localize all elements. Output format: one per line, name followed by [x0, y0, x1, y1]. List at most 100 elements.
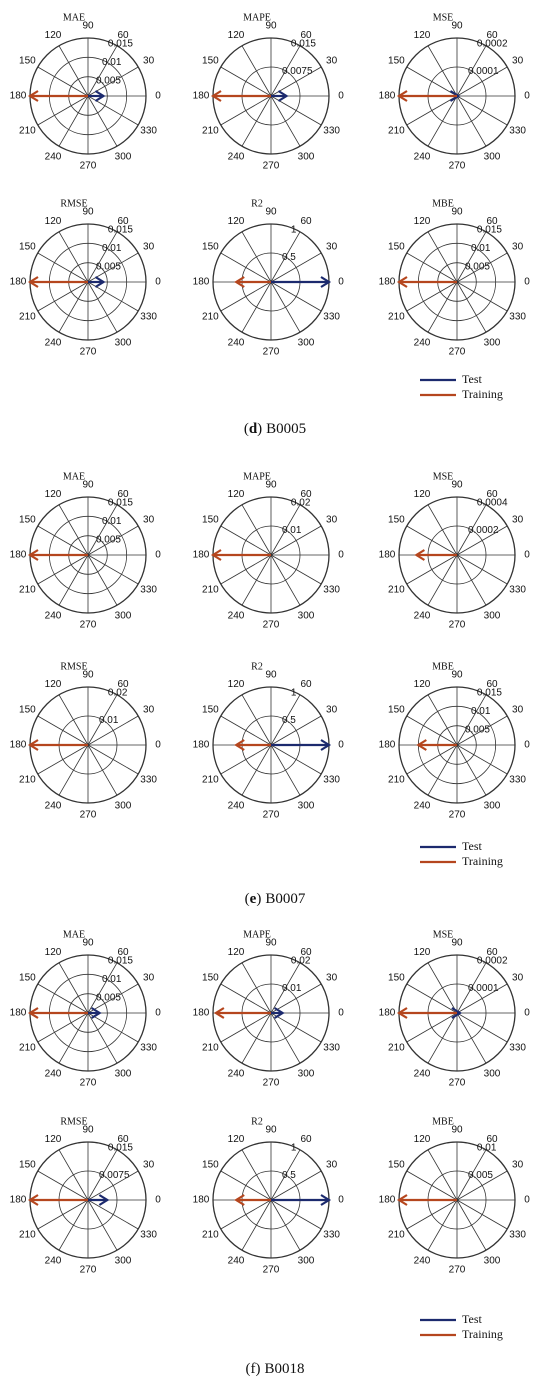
arrow-head: [98, 1194, 110, 1206]
spoke: [456, 744, 508, 775]
spoke: [37, 1012, 89, 1043]
chart-title: MBE: [432, 198, 454, 209]
theta-tick-label: 240: [414, 337, 431, 348]
theta-tick-label: 120: [228, 489, 245, 500]
theta-tick-label: 0: [155, 740, 161, 751]
theta-tick-label: 60: [117, 489, 129, 500]
arrow-head: [91, 1007, 102, 1019]
arrow-head: [27, 1007, 39, 1019]
spoke: [270, 504, 301, 556]
spoke: [456, 962, 487, 1014]
spoke: [37, 744, 89, 775]
theta-tick-label: 30: [512, 705, 524, 716]
r-tick-label: 0.015: [477, 224, 502, 235]
theta-tick-label: 240: [228, 337, 245, 348]
theta-tick-label: 270: [449, 810, 466, 821]
r-tick-label: 0.0075: [282, 66, 313, 77]
spoke: [406, 744, 458, 775]
spoke: [270, 962, 301, 1014]
spoke: [427, 1199, 458, 1251]
spoke: [427, 231, 458, 283]
theta-tick-label: 30: [326, 1160, 338, 1171]
theta-tick-label: 210: [19, 312, 36, 323]
arrow-head: [94, 90, 106, 102]
spoke: [456, 231, 487, 283]
theta-tick-label: 240: [414, 1255, 431, 1266]
spoke: [456, 1199, 508, 1230]
theta-tick-label: 300: [298, 1255, 315, 1266]
theta-tick-label: 180: [379, 740, 396, 751]
spoke: [270, 554, 322, 585]
theta-tick-label: 270: [80, 620, 97, 631]
spoke: [87, 744, 118, 796]
theta-tick-label: 300: [298, 610, 315, 621]
spoke: [406, 1170, 458, 1201]
arrow-head: [396, 1007, 408, 1019]
r-tick-label: 0.005: [96, 992, 121, 1003]
theta-tick-label: 300: [484, 337, 501, 348]
spoke: [406, 252, 458, 283]
chart-title: MBE: [432, 1116, 454, 1127]
spoke: [427, 281, 458, 333]
theta-tick-label: 330: [509, 775, 526, 786]
r-tick-label: 0.015: [108, 38, 133, 49]
theta-tick-label: 60: [300, 489, 312, 500]
spoke: [87, 1012, 139, 1043]
spoke: [406, 281, 458, 312]
chart-title: RMSE: [60, 661, 87, 672]
spoke: [270, 1170, 322, 1201]
theta-tick-label: 330: [323, 585, 340, 596]
theta-tick-label: 210: [19, 585, 36, 596]
spoke: [37, 554, 89, 585]
caption-part: ): [257, 421, 262, 437]
spoke: [220, 525, 272, 556]
theta-tick-label: 90: [82, 480, 94, 491]
theta-tick-label: 240: [228, 1255, 245, 1266]
r-tick-label: 0.015: [108, 224, 133, 235]
theta-tick-label: 330: [323, 312, 340, 323]
spoke: [87, 231, 118, 283]
spoke: [427, 95, 458, 147]
spoke: [270, 1149, 301, 1201]
theta-tick-label: 300: [484, 610, 501, 621]
theta-tick-label: 240: [45, 151, 62, 162]
theta-tick-label: 270: [80, 347, 97, 358]
theta-tick-label: 150: [19, 1160, 36, 1171]
spoke: [427, 694, 458, 746]
theta-tick-label: 150: [19, 515, 36, 526]
spoke: [456, 1012, 508, 1043]
r-tick-label: 0.005: [96, 534, 121, 545]
r-tick-label: 0.005: [96, 261, 121, 272]
spoke: [456, 554, 487, 606]
caption-part: e: [250, 891, 257, 907]
arrow-head: [414, 549, 425, 561]
theta-tick-label: 120: [45, 679, 62, 690]
theta-tick-label: 270: [80, 1265, 97, 1276]
theta-tick-label: 300: [298, 337, 315, 348]
spoke: [58, 1012, 89, 1064]
arrow-head: [27, 1194, 39, 1206]
theta-tick-label: 0: [524, 1008, 530, 1019]
spoke: [58, 95, 89, 147]
r-tick-label: 0.0002: [477, 955, 508, 966]
theta-tick-label: 300: [484, 151, 501, 162]
theta-tick-label: 330: [140, 775, 157, 786]
r-tick-label: 0.01: [471, 706, 491, 717]
theta-tick-label: 120: [228, 30, 245, 41]
theta-tick-label: 150: [202, 242, 219, 253]
theta-tick-label: 60: [300, 679, 312, 690]
theta-tick-label: 270: [263, 1265, 280, 1276]
legend-label: Test: [462, 372, 482, 386]
spoke: [220, 744, 272, 775]
spoke: [406, 554, 458, 585]
r-tick-label: 0.01: [477, 1142, 497, 1153]
theta-tick-label: 210: [202, 1230, 219, 1241]
spoke: [87, 45, 118, 97]
arrow-head: [451, 1007, 462, 1019]
theta-tick-label: 60: [300, 1134, 312, 1145]
spoke: [456, 983, 508, 1014]
spoke: [270, 744, 301, 796]
spoke: [270, 281, 322, 312]
theta-tick-label: 210: [388, 775, 405, 786]
theta-tick-label: 270: [263, 347, 280, 358]
